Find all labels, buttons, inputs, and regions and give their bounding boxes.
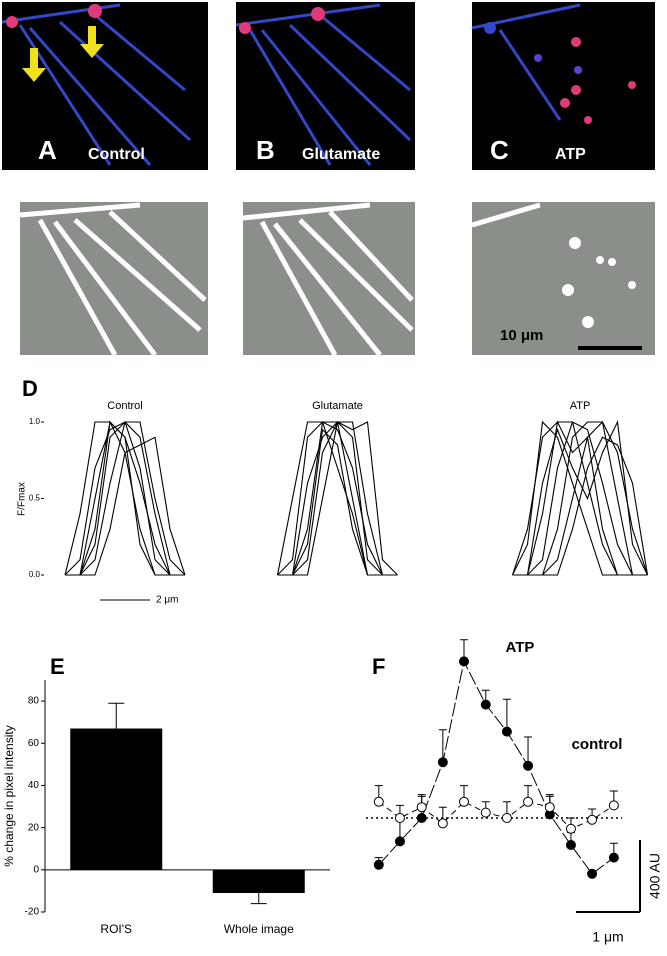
subplot-title: ATP	[570, 400, 591, 412]
data-point	[437, 818, 448, 829]
trace	[65, 436, 186, 576]
trace	[512, 421, 648, 576]
scale-bar-label: 1 μm	[592, 929, 623, 945]
trace	[277, 421, 398, 576]
error-bar	[250, 893, 267, 905]
image-caption: ATP	[555, 146, 586, 163]
data-point	[373, 796, 384, 807]
trace	[511, 421, 648, 576]
data-point	[544, 802, 555, 813]
subplot-title: Control	[107, 400, 142, 412]
trace	[512, 420, 648, 576]
y-tick-label: 80	[28, 696, 40, 707]
y-axis-label: F/Fmax	[17, 482, 28, 516]
trace	[512, 436, 649, 576]
image-label: B	[256, 135, 275, 165]
image-caption: Control	[88, 146, 145, 163]
image-b	[235, 2, 415, 170]
error-bar	[502, 698, 511, 732]
data-point	[501, 813, 512, 823]
y-tick-label: 0.0	[29, 570, 41, 579]
image-caption: Glutamate	[302, 146, 380, 163]
y-tick-label: 0	[33, 864, 39, 875]
panel-label: F	[372, 654, 385, 679]
error-bar	[438, 729, 447, 763]
trace	[277, 421, 398, 576]
data-point	[373, 859, 384, 870]
image-a	[1, 2, 208, 170]
subplot-title: Glutamate	[312, 400, 363, 412]
x-tick-label: Whole image	[224, 922, 294, 936]
y-axis-label: % change in pixel intensity	[2, 725, 16, 866]
series-line	[378, 801, 615, 830]
data-point	[523, 760, 534, 771]
error-bar	[108, 702, 125, 729]
y-tick-label: 0.5	[29, 494, 41, 503]
scale-bar-label: 400 AU	[647, 853, 663, 899]
trace	[277, 428, 398, 576]
data-point	[587, 814, 598, 825]
data-point	[565, 823, 576, 834]
data-point	[608, 852, 619, 863]
data-point	[480, 699, 491, 710]
scale-bar-label: 10 μm	[500, 327, 543, 344]
panel-label: E	[50, 654, 65, 679]
series-label: ATP	[506, 639, 535, 656]
x-tick-label: ROI'S	[100, 922, 132, 936]
data-point	[416, 802, 427, 813]
data-point	[437, 757, 448, 768]
image-c	[471, 2, 655, 170]
y-tick-label: 1.0	[29, 417, 41, 426]
bar	[70, 728, 163, 870]
bar	[212, 869, 305, 894]
image-label: A	[38, 135, 57, 165]
y-tick-label: 40	[28, 780, 40, 791]
y-tick-label: -20	[25, 907, 40, 918]
series-label: control	[572, 736, 623, 753]
data-point	[458, 796, 469, 807]
data-point	[523, 796, 534, 807]
y-tick-label: 20	[28, 822, 40, 833]
data-point	[480, 807, 491, 818]
data-point	[394, 836, 405, 847]
data-point	[608, 800, 619, 811]
data-point	[458, 656, 469, 667]
panel-label: D	[22, 376, 38, 401]
y-tick-label: 60	[28, 738, 40, 749]
trace	[276, 421, 398, 576]
data-point	[565, 840, 576, 850]
data-point	[416, 813, 427, 823]
trace	[65, 421, 186, 576]
trace	[64, 421, 185, 576]
data-point	[394, 813, 405, 823]
data-point	[587, 868, 598, 879]
image-label: C	[490, 135, 509, 165]
series-line	[378, 659, 615, 875]
dic-images	[19, 202, 655, 357]
data-point	[501, 726, 512, 737]
scale-bar-label: 2 μm	[156, 595, 178, 606]
